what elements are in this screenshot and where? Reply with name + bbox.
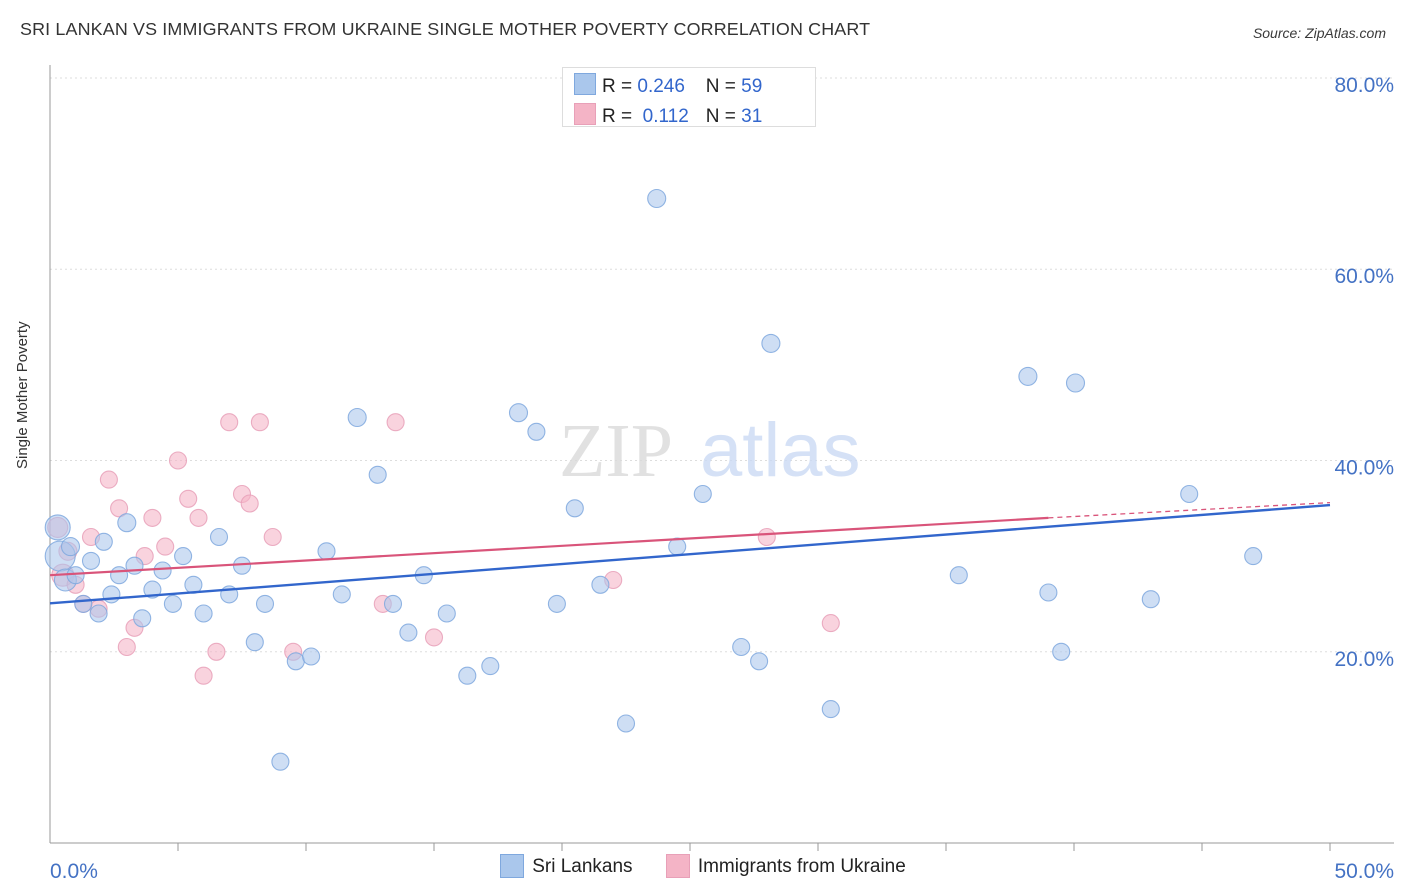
svg-text:60.0%: 60.0% [1334, 265, 1394, 288]
svg-text:80.0%: 80.0% [1334, 74, 1394, 97]
svg-text:ZIP: ZIP [559, 409, 673, 493]
svg-text:atlas: atlas [700, 408, 861, 493]
svg-text:20.0%: 20.0% [1334, 648, 1394, 671]
svg-text:40.0%: 40.0% [1334, 457, 1394, 480]
